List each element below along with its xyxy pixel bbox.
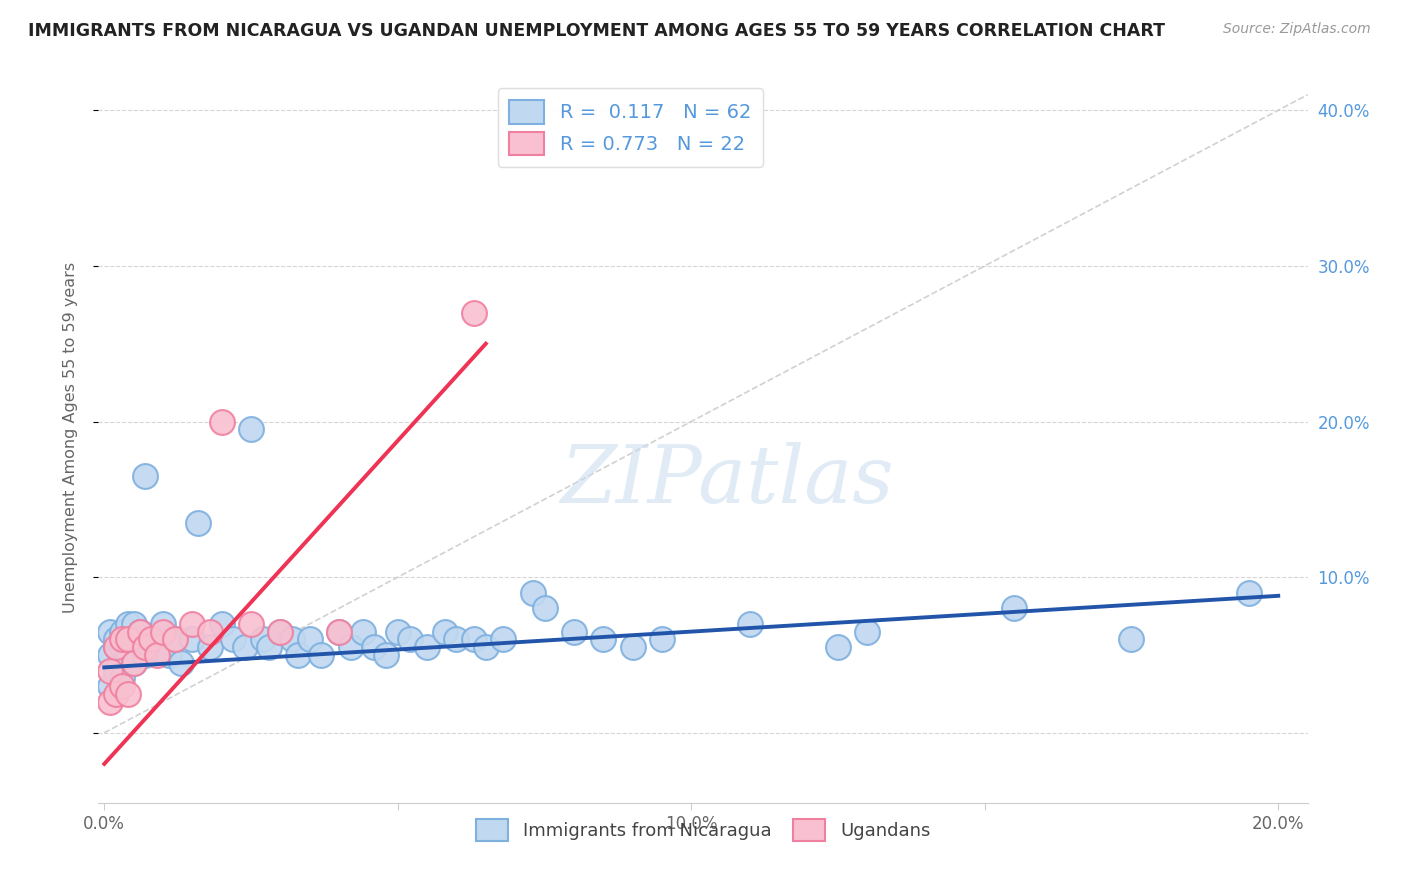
Point bbox=[269, 624, 291, 639]
Point bbox=[163, 632, 186, 647]
Point bbox=[105, 664, 128, 678]
Point bbox=[328, 624, 350, 639]
Point bbox=[363, 640, 385, 655]
Point bbox=[211, 616, 233, 631]
Point bbox=[98, 648, 121, 662]
Point bbox=[298, 632, 321, 647]
Point bbox=[128, 624, 150, 639]
Point bbox=[134, 648, 156, 662]
Point bbox=[141, 632, 163, 647]
Point bbox=[181, 632, 204, 647]
Point bbox=[592, 632, 614, 647]
Point bbox=[146, 648, 169, 662]
Point bbox=[98, 695, 121, 709]
Point bbox=[117, 687, 139, 701]
Point bbox=[122, 616, 145, 631]
Point bbox=[169, 656, 191, 670]
Point bbox=[198, 640, 221, 655]
Point bbox=[522, 585, 544, 599]
Point bbox=[105, 640, 128, 655]
Point bbox=[240, 422, 263, 436]
Point bbox=[111, 640, 134, 655]
Point bbox=[433, 624, 456, 639]
Point bbox=[117, 616, 139, 631]
Text: ZIPatlas: ZIPatlas bbox=[561, 442, 894, 520]
Point bbox=[98, 624, 121, 639]
Point bbox=[446, 632, 468, 647]
Point bbox=[311, 648, 333, 662]
Point bbox=[146, 632, 169, 647]
Point bbox=[181, 616, 204, 631]
Point bbox=[141, 640, 163, 655]
Point bbox=[134, 640, 156, 655]
Point bbox=[1237, 585, 1260, 599]
Point bbox=[122, 632, 145, 647]
Point bbox=[111, 671, 134, 685]
Point bbox=[475, 640, 498, 655]
Point bbox=[1121, 632, 1143, 647]
Point bbox=[122, 656, 145, 670]
Text: IMMIGRANTS FROM NICARAGUA VS UGANDAN UNEMPLOYMENT AMONG AGES 55 TO 59 YEARS CORR: IMMIGRANTS FROM NICARAGUA VS UGANDAN UNE… bbox=[28, 22, 1166, 40]
Point bbox=[738, 616, 761, 631]
Point bbox=[233, 640, 256, 655]
Point bbox=[111, 679, 134, 693]
Point bbox=[157, 648, 180, 662]
Point bbox=[117, 632, 139, 647]
Point bbox=[287, 648, 309, 662]
Y-axis label: Unemployment Among Ages 55 to 59 years: Unemployment Among Ages 55 to 59 years bbox=[63, 261, 77, 613]
Point bbox=[281, 632, 304, 647]
Point bbox=[152, 616, 174, 631]
Point bbox=[340, 640, 363, 655]
Point bbox=[257, 640, 280, 655]
Point bbox=[651, 632, 673, 647]
Point bbox=[492, 632, 515, 647]
Point bbox=[562, 624, 585, 639]
Point bbox=[128, 624, 150, 639]
Point bbox=[463, 305, 485, 319]
Point bbox=[387, 624, 409, 639]
Point bbox=[240, 616, 263, 631]
Point bbox=[416, 640, 439, 655]
Point bbox=[198, 624, 221, 639]
Point bbox=[105, 632, 128, 647]
Point bbox=[328, 624, 350, 639]
Point bbox=[856, 624, 879, 639]
Point bbox=[111, 624, 134, 639]
Point bbox=[105, 640, 128, 655]
Point bbox=[111, 632, 134, 647]
Point bbox=[375, 648, 398, 662]
Point bbox=[98, 664, 121, 678]
Legend: Immigrants from Nicaragua, Ugandans: Immigrants from Nicaragua, Ugandans bbox=[468, 812, 938, 848]
Text: Source: ZipAtlas.com: Source: ZipAtlas.com bbox=[1223, 22, 1371, 37]
Point bbox=[621, 640, 644, 655]
Point bbox=[222, 632, 245, 647]
Point bbox=[252, 632, 274, 647]
Point bbox=[352, 624, 374, 639]
Point bbox=[163, 632, 186, 647]
Point bbox=[211, 415, 233, 429]
Point bbox=[463, 632, 485, 647]
Point bbox=[134, 469, 156, 483]
Point bbox=[105, 687, 128, 701]
Point bbox=[98, 679, 121, 693]
Point bbox=[533, 601, 555, 615]
Point bbox=[269, 624, 291, 639]
Point bbox=[827, 640, 849, 655]
Point bbox=[117, 648, 139, 662]
Point bbox=[152, 624, 174, 639]
Point bbox=[187, 516, 209, 530]
Point bbox=[1002, 601, 1025, 615]
Point bbox=[398, 632, 420, 647]
Point bbox=[122, 656, 145, 670]
